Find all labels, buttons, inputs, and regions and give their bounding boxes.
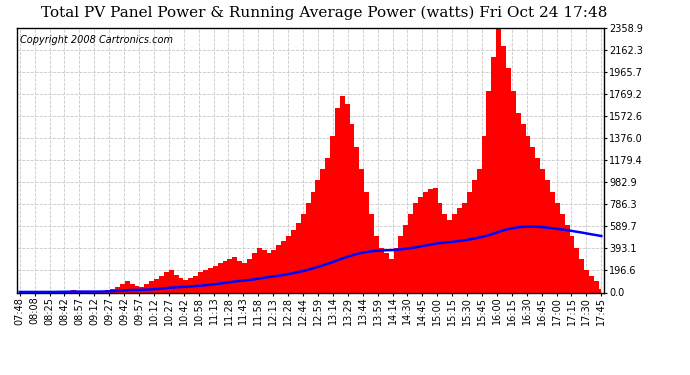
Text: Total PV Panel Power & Running Average Power (watts) Fri Oct 24 17:48: Total PV Panel Power & Running Average P… — [41, 6, 607, 20]
Text: Copyright 2008 Cartronics.com: Copyright 2008 Cartronics.com — [20, 35, 173, 45]
